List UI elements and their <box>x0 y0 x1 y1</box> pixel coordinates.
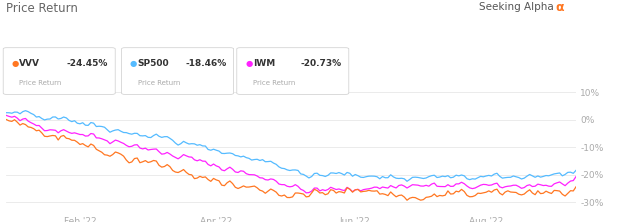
Text: VVV: VVV <box>19 59 40 67</box>
Text: Seeking Alpha: Seeking Alpha <box>479 2 554 12</box>
Text: -20.73%: -20.73% <box>301 59 342 67</box>
Text: ●: ● <box>130 59 137 67</box>
Text: ●: ● <box>245 59 252 67</box>
Text: α: α <box>556 1 564 14</box>
Text: Price Return: Price Return <box>19 80 61 87</box>
Text: Price Return: Price Return <box>253 80 295 87</box>
Text: Price Return: Price Return <box>6 2 78 15</box>
Text: SP500: SP500 <box>138 59 169 67</box>
Text: Price Return: Price Return <box>138 80 180 87</box>
Text: IWM: IWM <box>253 59 275 67</box>
Text: ●: ● <box>12 59 19 67</box>
Text: -18.46%: -18.46% <box>186 59 227 67</box>
Text: -24.45%: -24.45% <box>67 59 108 67</box>
